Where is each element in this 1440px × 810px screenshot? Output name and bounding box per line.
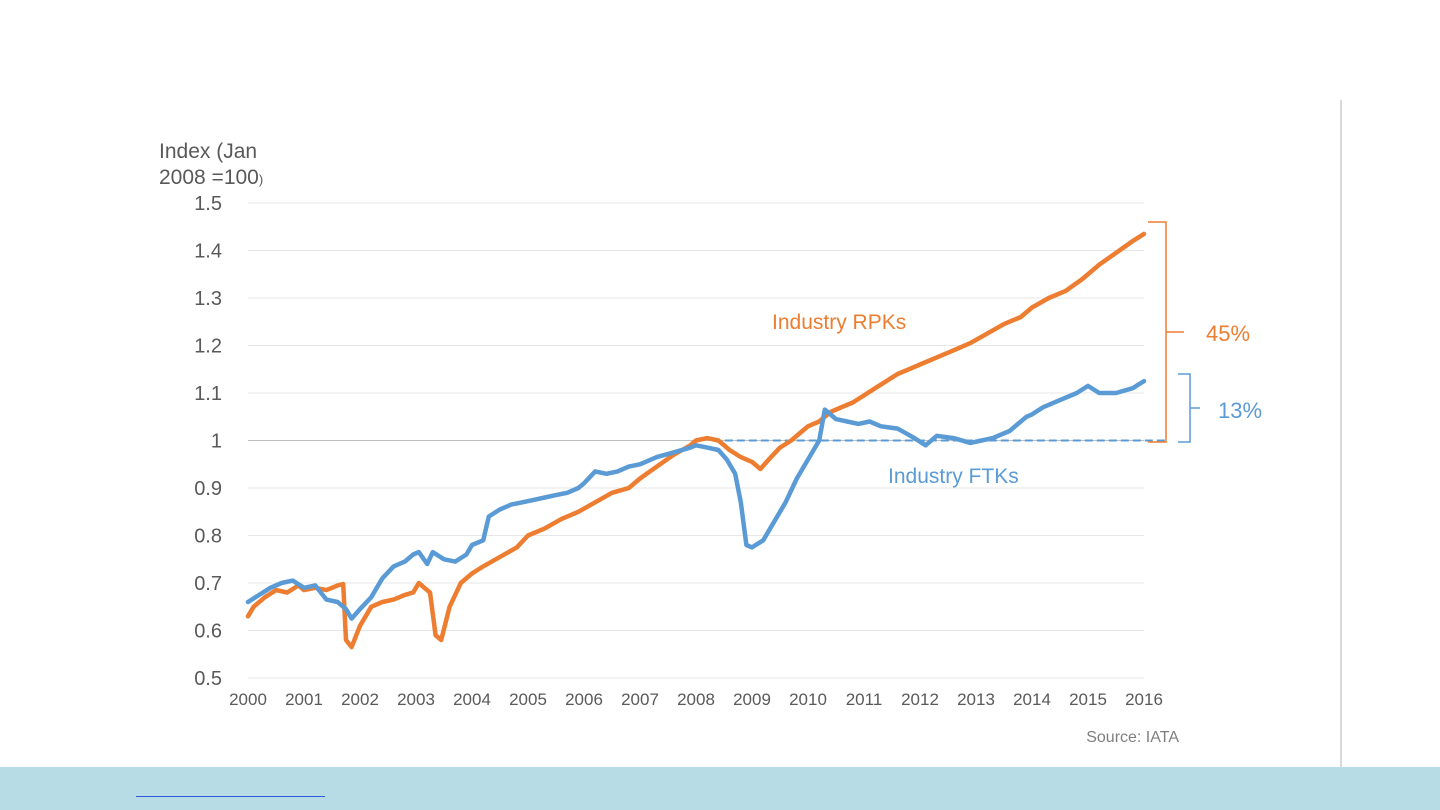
ftk-growth-label: 13% xyxy=(1218,398,1262,423)
x-tick-label: 2006 xyxy=(565,690,603,709)
y-axis-label-line1: Index (Jan xyxy=(159,140,258,163)
x-tick-label: 2011 xyxy=(846,690,883,709)
rpk-growth-brace xyxy=(1148,221,1184,443)
y-tick-label: 0.7 xyxy=(194,573,222,595)
y-tick-label: 0.8 xyxy=(194,526,222,548)
x-tick-label: 2002 xyxy=(341,690,379,709)
x-tick-label: 2014 xyxy=(1013,690,1051,709)
x-tick-label: 2009 xyxy=(733,690,771,709)
y-axis-label-text: 2008 =100 xyxy=(159,166,259,189)
ftk-series-line xyxy=(245,378,1147,621)
y-axis-ticks: 0.5 0.6 0.7 0.8 0.9 1 1.1 1.2 1.3 1.4 1.5 xyxy=(194,193,222,690)
x-tick-label: 2008 xyxy=(677,690,715,709)
y-tick-label: 1.3 xyxy=(194,288,222,310)
x-tick-label: 2016 xyxy=(1125,690,1163,709)
y-tick-label: 1.4 xyxy=(194,241,222,263)
y-tick-label: 1 xyxy=(211,431,222,453)
y-axis-label-paren: ) xyxy=(258,172,264,187)
source-note: Source: IATA xyxy=(1086,729,1179,746)
y-tick-label: 0.5 xyxy=(194,668,222,690)
y-tick-label: 0.9 xyxy=(194,478,222,500)
y-tick-label: 1.1 xyxy=(194,383,222,405)
y-tick-label: 1.2 xyxy=(194,336,222,358)
x-tick-label: 2007 xyxy=(621,690,659,709)
x-tick-label: 2001 xyxy=(285,690,323,709)
y-axis-label-line2: 2008 =100) xyxy=(159,166,263,190)
rpk-series-line xyxy=(245,231,1147,650)
x-tick-label: 2005 xyxy=(509,690,547,709)
ftk-growth-brace xyxy=(1178,373,1200,443)
rpk-growth-label: 45% xyxy=(1206,321,1250,346)
footer-link-underline[interactable] xyxy=(136,796,325,797)
side-divider xyxy=(1340,100,1342,768)
y-tick-label: 1.5 xyxy=(194,193,222,215)
x-tick-label: 2010 xyxy=(789,690,827,709)
x-axis-ticks: 2000 2001 2002 2003 2004 2005 2006 2007 2008 2009… xyxy=(229,690,1163,709)
ftk-series-label: Industry FTKs xyxy=(888,465,1019,488)
x-tick-label: 2004 xyxy=(453,690,491,709)
x-tick-label: 2013 xyxy=(957,690,995,709)
y-tick-label: 0.6 xyxy=(194,621,222,643)
x-tick-label: 2003 xyxy=(397,690,435,709)
x-tick-label: 2012 xyxy=(901,690,939,709)
series-lines xyxy=(245,231,1147,650)
x-tick-label: 2000 xyxy=(229,690,267,709)
rpk-series-label: Industry RPKs xyxy=(772,311,906,334)
footer-bar xyxy=(0,767,1440,810)
x-tick-label: 2015 xyxy=(1069,690,1107,709)
